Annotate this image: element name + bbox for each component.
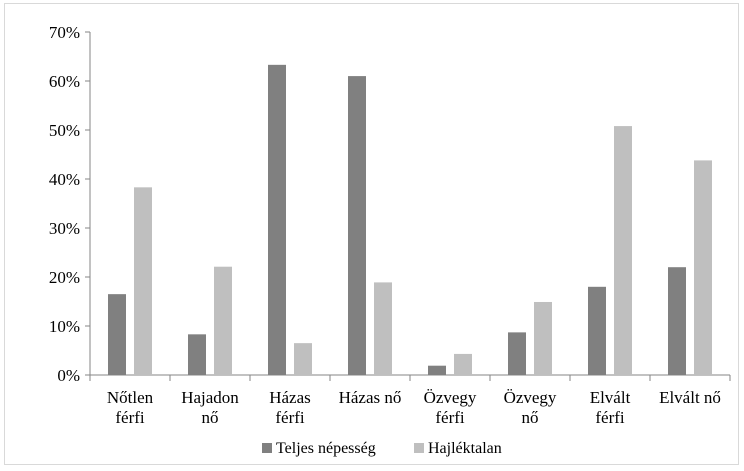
y-tick-label: 50%: [49, 121, 80, 140]
x-category-label: nő: [522, 408, 539, 427]
y-tick-label: 10%: [49, 317, 80, 336]
bar-teljes-nepesseg: [348, 76, 366, 375]
bar-teljes-nepesseg: [508, 332, 526, 375]
legend-label: Hajléktalan: [428, 440, 502, 457]
x-category-label: nő: [202, 408, 219, 427]
x-category-label: Házas: [269, 388, 311, 407]
legend-swatch: [414, 443, 424, 453]
x-category-label: Özvegy: [424, 388, 477, 407]
x-category-label: Házas nő: [339, 388, 402, 407]
bar-hajlektalan: [534, 301, 552, 375]
bar-hajlektalan: [454, 353, 472, 375]
bar-hajlektalan: [694, 160, 712, 375]
x-category-label: Elvált: [590, 388, 631, 407]
y-tick-label: 70%: [49, 23, 80, 42]
bar-teljes-nepesseg: [108, 294, 126, 375]
bar-hajlektalan: [134, 187, 152, 375]
bar-hajlektalan: [294, 343, 312, 375]
bar-teljes-nepesseg: [588, 286, 606, 375]
bar-teljes-nepesseg: [268, 64, 286, 375]
bar-hajlektalan: [614, 126, 632, 375]
bar-teljes-nepesseg: [428, 365, 446, 375]
x-category-label: férfi: [275, 408, 305, 427]
bar-teljes-nepesseg: [188, 334, 206, 375]
y-tick-label: 0%: [57, 366, 80, 385]
bar-hajlektalan: [374, 282, 392, 375]
legend-swatch: [262, 443, 272, 453]
x-category-label: férfi: [435, 408, 465, 427]
x-category-label: férfi: [115, 408, 145, 427]
bar-teljes-nepesseg: [668, 267, 686, 375]
legend-label: Teljes népesség: [276, 440, 376, 457]
y-tick-label: 20%: [49, 268, 80, 287]
x-category-label: Hajadon: [181, 388, 239, 407]
x-category-label: Nőtlen: [107, 388, 154, 407]
x-category-label: Özvegy: [504, 388, 557, 407]
y-tick-label: 60%: [49, 72, 80, 91]
y-tick-label: 40%: [49, 170, 80, 189]
x-category-label: Elvált nő: [659, 388, 721, 407]
y-tick-label: 30%: [49, 219, 80, 238]
bar-hajlektalan: [214, 266, 232, 375]
x-category-label: férfi: [595, 408, 625, 427]
